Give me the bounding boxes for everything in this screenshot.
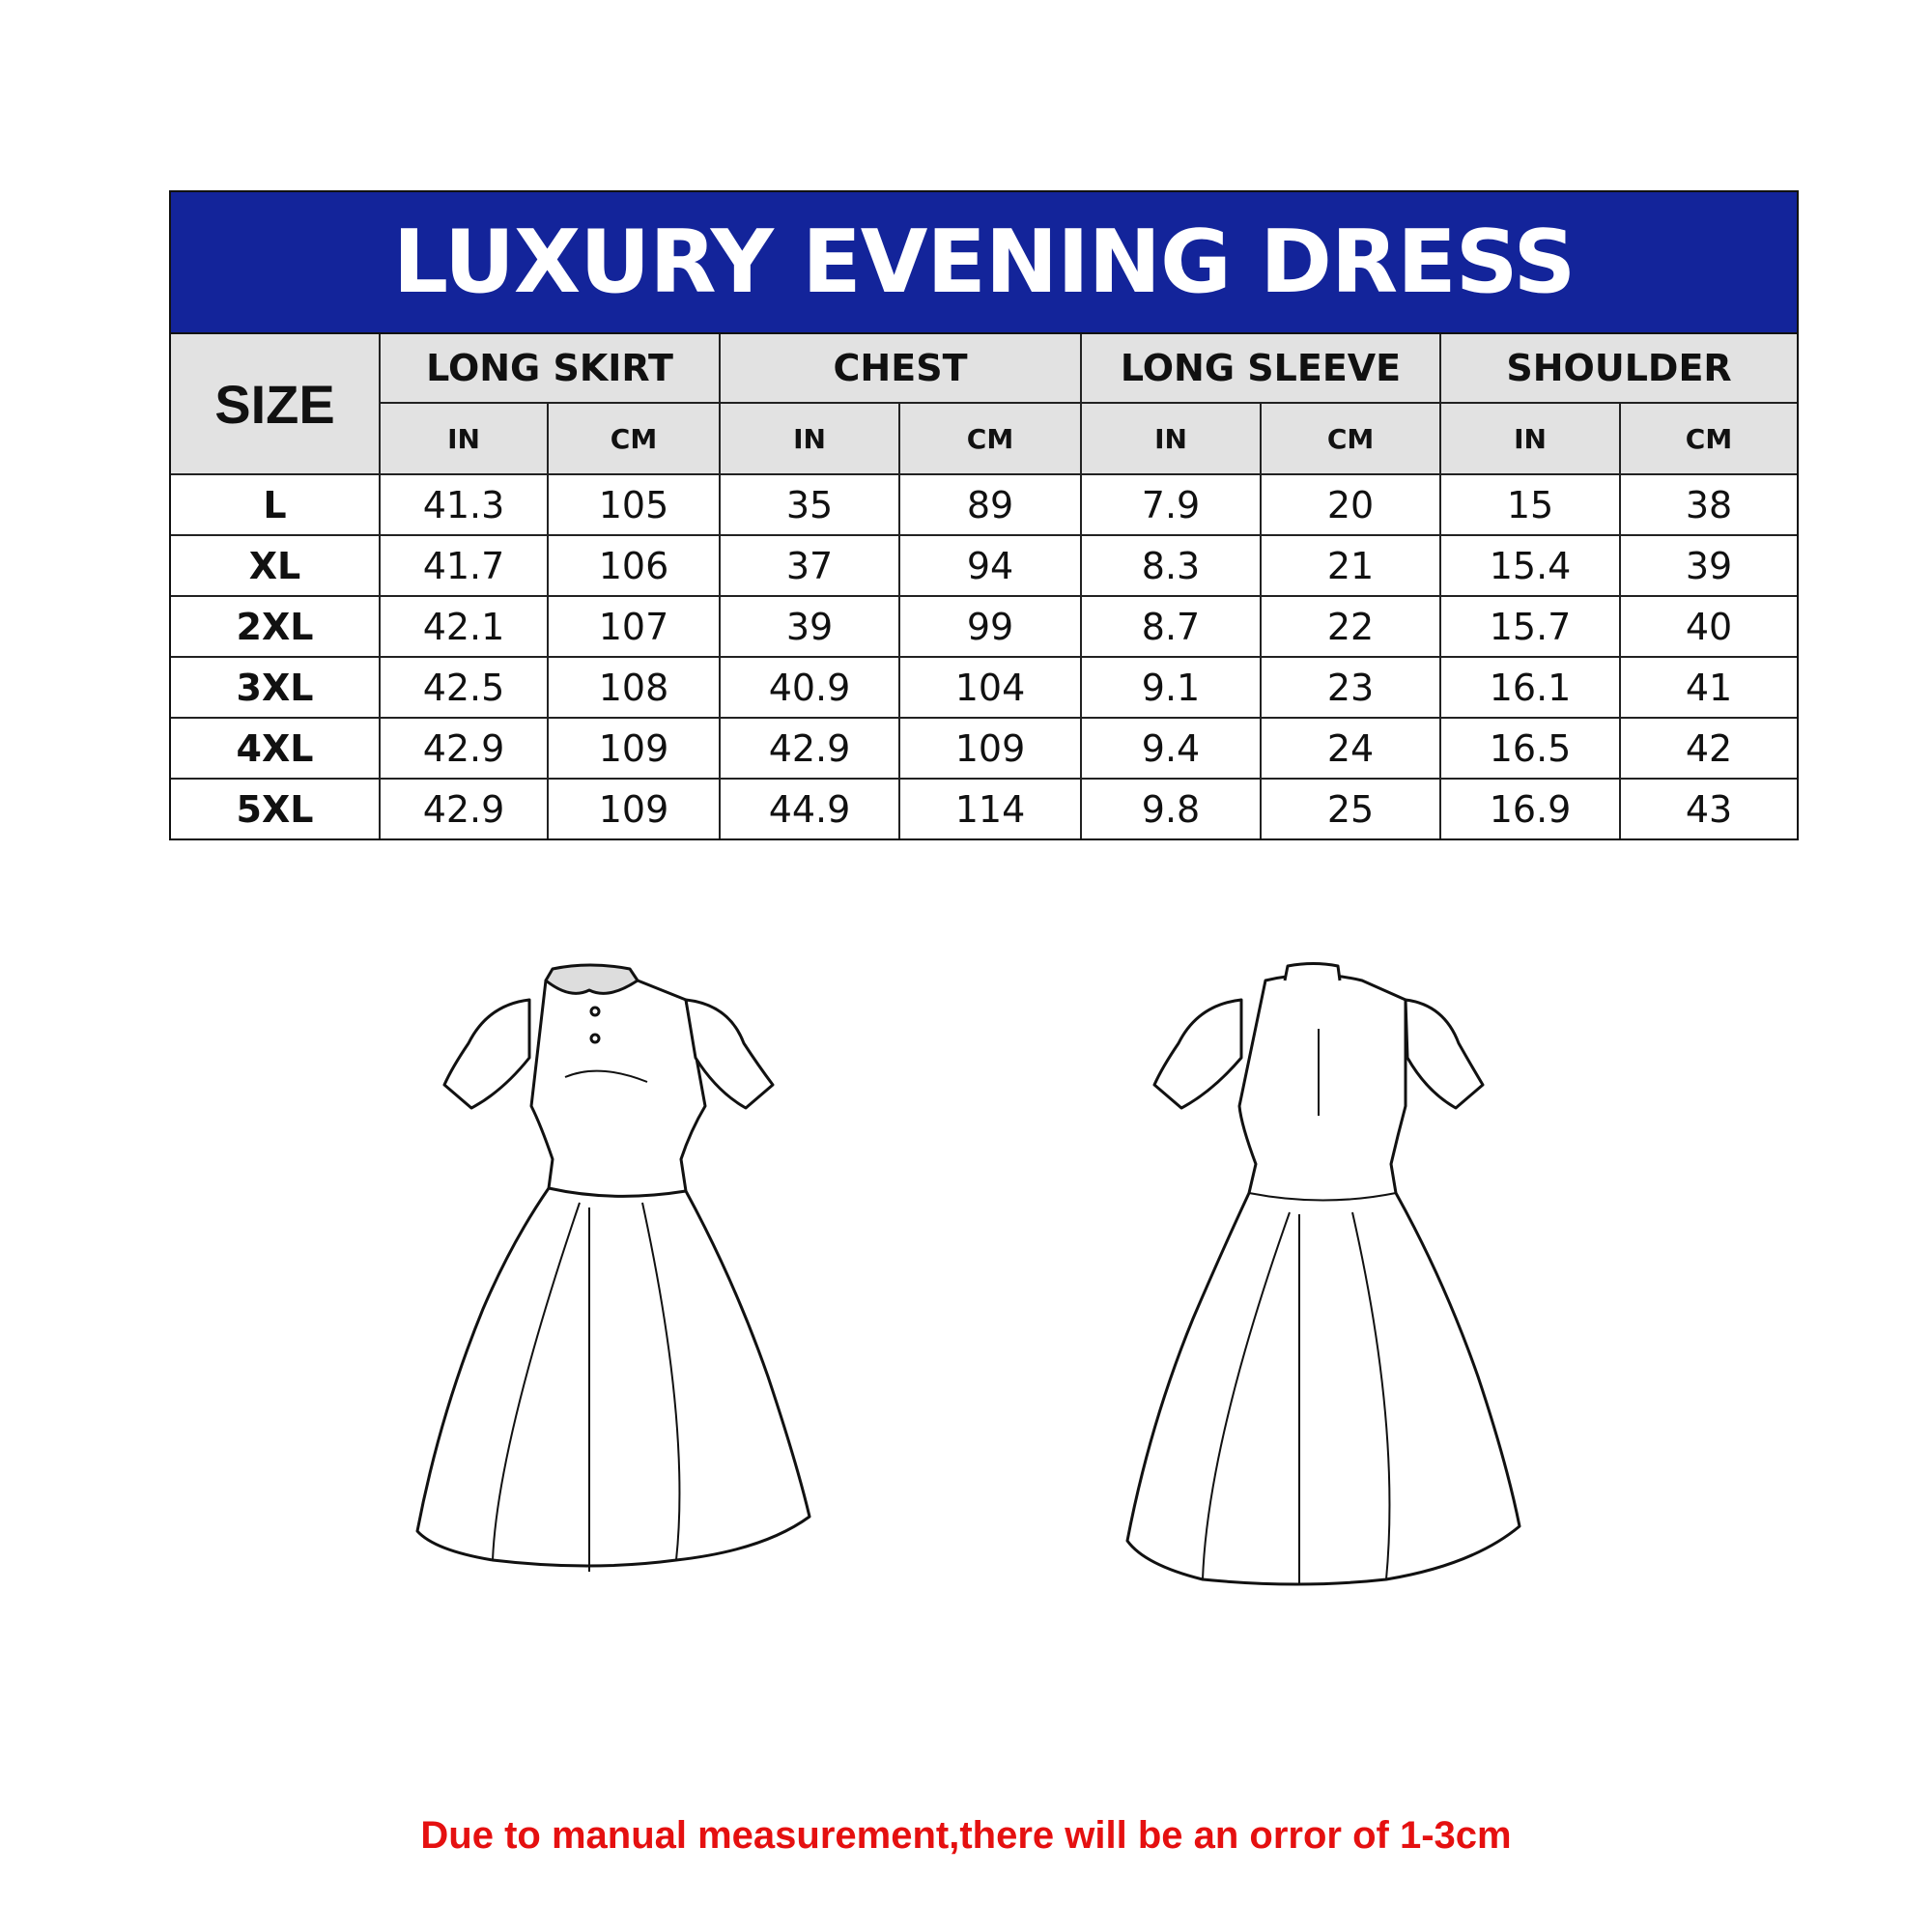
value-cell: 109: [546, 778, 722, 838]
value-cell: 35: [719, 473, 901, 536]
size-cell: 4XL: [171, 717, 381, 780]
size-chart: LUXURY EVENING DRESS SIZE LONG SKIRT CHE…: [169, 190, 1799, 840]
value-cell: 41: [1619, 656, 1797, 719]
value-cell: 20: [1260, 473, 1442, 536]
table-row: L 41.3 105 35 89 7.9 20 15 38: [171, 473, 1797, 536]
unit-header: CM: [1619, 402, 1797, 475]
value-cell: 37: [719, 534, 901, 597]
value-cell: 15: [1439, 473, 1622, 536]
value-cell: 42.5: [379, 656, 549, 719]
value-cell: 22: [1260, 595, 1442, 658]
size-cell: 5XL: [171, 778, 381, 838]
size-cell: 2XL: [171, 595, 381, 658]
value-cell: 42.9: [379, 778, 549, 838]
value-cell: 16.9: [1439, 778, 1622, 838]
value-cell: 7.9: [1080, 473, 1263, 536]
value-cell: 105: [546, 473, 722, 536]
unit-header: IN: [380, 402, 549, 475]
value-cell: 39: [1619, 534, 1797, 597]
value-cell: 40.9: [719, 656, 901, 719]
value-cell: 15.4: [1439, 534, 1622, 597]
value-cell: 23: [1260, 656, 1442, 719]
group-header: LONG SKIRT: [378, 334, 722, 404]
value-cell: 104: [898, 656, 1083, 719]
value-cell: 42: [1619, 717, 1797, 780]
size-cell: XL: [171, 534, 381, 597]
value-cell: 38: [1619, 473, 1797, 536]
value-cell: 9.1: [1080, 656, 1263, 719]
size-cell: L: [171, 473, 381, 536]
dress-front-illustration: [415, 963, 811, 1572]
table-row: 4XL 42.9 109 42.9 109 9.4 24 16.5 42: [171, 717, 1797, 780]
value-cell: 9.8: [1080, 778, 1263, 838]
table-row: 3XL 42.5 108 40.9 104 9.1 23 16.1 41: [171, 656, 1797, 719]
unit-header: IN: [1439, 402, 1622, 475]
value-cell: 39: [719, 595, 901, 658]
table-row: 5XL 42.9 109 44.9 114 9.8 25 16.9 43: [171, 778, 1797, 838]
value-cell: 16.5: [1439, 717, 1622, 780]
group-header: SHOULDER: [1439, 334, 1797, 404]
table-row: XL 41.7 106 37 94 8.3 21 15.4 39: [171, 534, 1797, 597]
value-cell: 9.4: [1080, 717, 1263, 780]
value-cell: 42.9: [719, 717, 901, 780]
unit-header: CM: [1260, 402, 1442, 475]
group-header: CHEST: [719, 334, 1083, 404]
value-cell: 24: [1260, 717, 1442, 780]
unit-header: CM: [898, 402, 1083, 475]
value-cell: 114: [898, 778, 1083, 838]
value-cell: 99: [898, 595, 1083, 658]
group-header: LONG SLEEVE: [1080, 334, 1442, 404]
value-cell: 41.7: [379, 534, 549, 597]
value-cell: 109: [546, 717, 722, 780]
value-cell: 89: [898, 473, 1083, 536]
size-header: SIZE: [171, 334, 381, 475]
value-cell: 42.1: [379, 595, 549, 658]
value-cell: 21: [1260, 534, 1442, 597]
dress-back-illustration: [1125, 962, 1521, 1586]
chart-title: LUXURY EVENING DRESS: [171, 192, 1797, 334]
unit-header: CM: [546, 402, 722, 475]
value-cell: 42.9: [379, 717, 549, 780]
value-cell: 43: [1619, 778, 1797, 838]
measurement-note: Due to manual measurement,there will be …: [420, 1814, 1512, 1857]
value-cell: 16.1: [1439, 656, 1622, 719]
unit-header: IN: [719, 402, 901, 475]
value-cell: 40: [1619, 595, 1797, 658]
value-cell: 106: [546, 534, 722, 597]
value-cell: 94: [898, 534, 1083, 597]
value-cell: 108: [546, 656, 722, 719]
value-cell: 25: [1260, 778, 1442, 838]
value-cell: 107: [546, 595, 722, 658]
size-cell: 3XL: [171, 656, 381, 719]
value-cell: 15.7: [1439, 595, 1622, 658]
size-table: SIZE LONG SKIRT CHEST LONG SLEEVE SHOULD…: [171, 334, 1797, 838]
table-row: 2XL 42.1 107 39 99 8.7 22 15.7 40: [171, 595, 1797, 658]
value-cell: 8.7: [1080, 595, 1263, 658]
unit-header: IN: [1080, 402, 1263, 475]
value-cell: 41.3: [379, 473, 549, 536]
value-cell: 109: [898, 717, 1083, 780]
value-cell: 44.9: [719, 778, 901, 838]
value-cell: 8.3: [1080, 534, 1263, 597]
